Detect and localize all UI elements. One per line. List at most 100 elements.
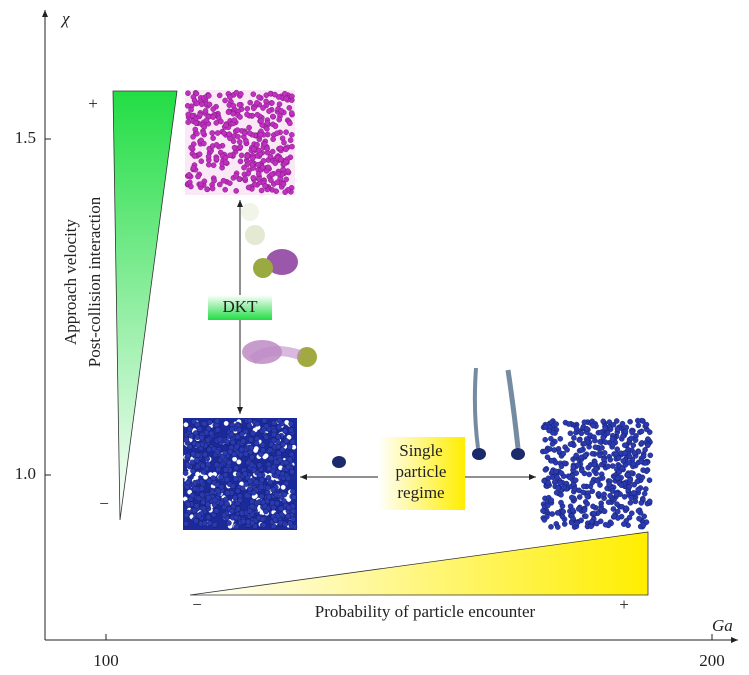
particle-trace [248, 346, 302, 365]
particle [583, 513, 589, 520]
particle [283, 158, 289, 165]
particle [285, 513, 291, 520]
particle [205, 514, 212, 521]
particle [213, 156, 220, 162]
y-tick-label: 1.0 [15, 464, 36, 483]
particle [597, 429, 604, 436]
particle [222, 467, 229, 473]
particle [249, 498, 255, 505]
single-particles [332, 367, 525, 468]
particle [622, 428, 629, 435]
particle [243, 481, 250, 487]
encounter-wedge [189, 531, 649, 596]
particle [606, 419, 613, 425]
particle [218, 118, 224, 125]
particle [196, 151, 203, 157]
particle [183, 521, 189, 527]
particle [273, 188, 280, 194]
particle [289, 93, 295, 100]
particle [185, 452, 191, 459]
particle [193, 457, 200, 464]
particle [610, 441, 616, 448]
particle [240, 438, 246, 445]
particle [211, 177, 217, 184]
particle [193, 502, 200, 509]
particle [254, 141, 260, 148]
particle [249, 454, 255, 461]
particle [581, 419, 588, 426]
particle [632, 498, 639, 505]
particle [571, 435, 577, 441]
particle [578, 467, 585, 474]
particle [564, 446, 570, 453]
particle [646, 477, 653, 484]
particle [614, 446, 621, 453]
particle [215, 488, 221, 494]
particle [228, 431, 235, 438]
particle [250, 146, 257, 152]
particle [259, 477, 265, 483]
particle [199, 434, 205, 441]
particle [213, 461, 220, 468]
particle [594, 477, 601, 484]
particle [245, 519, 251, 525]
particle [227, 94, 233, 100]
particle [191, 485, 198, 492]
particle [258, 451, 264, 458]
particle [283, 146, 289, 153]
particle [221, 512, 228, 518]
particle [283, 438, 290, 444]
particle [271, 431, 277, 438]
particle-field [184, 89, 295, 195]
particle [270, 468, 276, 475]
particle [607, 456, 614, 463]
particle [246, 130, 253, 136]
particle [601, 450, 608, 456]
particle [235, 133, 241, 140]
particle [272, 160, 279, 166]
single-particle-label: regime [397, 483, 444, 502]
particle [558, 491, 564, 498]
particle [544, 454, 551, 461]
particle [239, 485, 246, 492]
particle [229, 426, 235, 433]
particle [269, 148, 276, 155]
particle [274, 130, 280, 137]
particle [332, 456, 346, 468]
particle [201, 520, 208, 527]
particle [282, 189, 288, 195]
particle [584, 500, 591, 507]
particle [250, 91, 257, 97]
particle [605, 499, 612, 506]
particle [226, 520, 232, 526]
particle [552, 459, 559, 466]
particle [182, 470, 189, 476]
particle [238, 510, 245, 516]
particle [213, 508, 220, 514]
particle [609, 488, 616, 494]
particle [553, 468, 559, 475]
particle [259, 499, 266, 506]
particle [581, 483, 587, 490]
particle [191, 507, 198, 514]
particle [618, 482, 625, 489]
particle [644, 442, 651, 449]
particle [573, 425, 580, 432]
particle [597, 452, 603, 459]
particle [215, 466, 221, 473]
particle [614, 426, 621, 432]
particle [244, 105, 251, 112]
particle [263, 434, 270, 441]
particle [190, 468, 196, 474]
particle [511, 448, 525, 460]
particle [264, 484, 271, 491]
particle [250, 174, 257, 181]
particle [244, 153, 251, 159]
particle [249, 161, 256, 168]
particle [273, 459, 279, 465]
particle [638, 458, 645, 465]
particle [635, 508, 642, 514]
particle [643, 421, 650, 428]
particle [214, 130, 221, 136]
low-sign: − [192, 595, 202, 614]
